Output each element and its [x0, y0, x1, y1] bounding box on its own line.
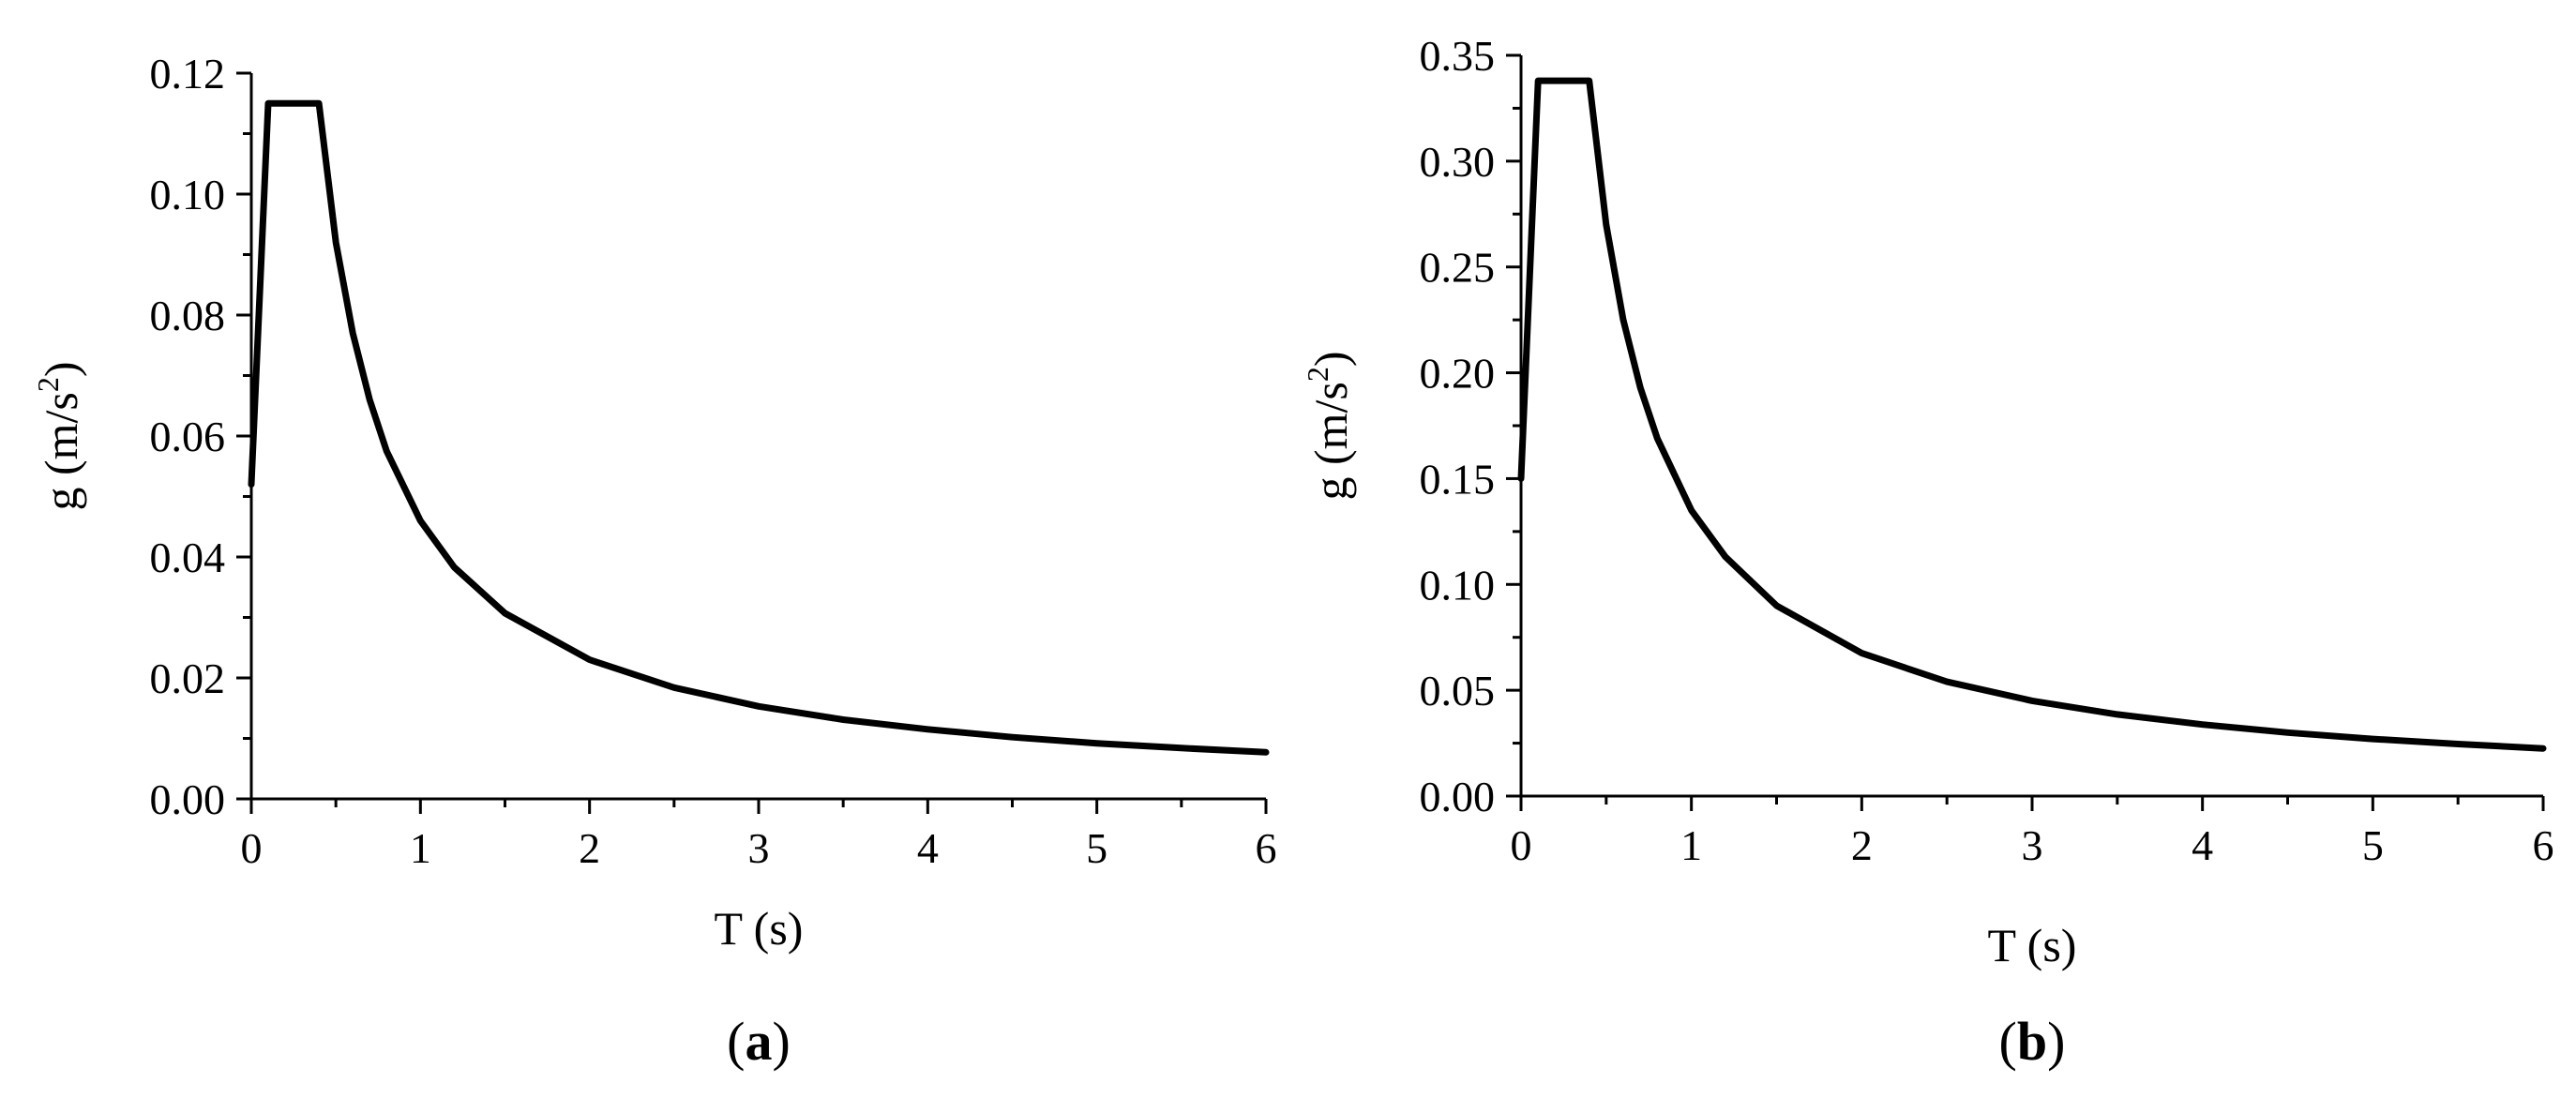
y-tick-label: 0.25 [1420, 244, 1496, 292]
x-axis-title: T (s) [1988, 919, 2077, 971]
y-tick-label: 0.15 [1420, 455, 1496, 503]
x-tick-label: 2 [1851, 821, 1873, 869]
series-line [248, 99, 1270, 756]
chart-panel-b: 0 1 2 3 4 5 6 0.00 0.05 0.10 0.15 0.20 0.25 0.30 0.35 T… [1301, 32, 2554, 1072]
x-tick-label: 4 [2192, 821, 2213, 869]
y-tick-label: 0.00 [1420, 773, 1496, 820]
x-tick-label: 0 [241, 824, 263, 872]
chart-panel-a: 0 1 2 3 4 5 6 0.00 0.02 0.04 0.06 0.08 0.10 0.12 T (s)… [31, 50, 1277, 1072]
x-tick-label: 5 [2362, 821, 2384, 869]
y-tick-label: 0.05 [1420, 667, 1496, 714]
x-tick-label: 6 [2533, 821, 2554, 869]
x-tick-label: 3 [748, 824, 770, 872]
y-tick-label: 0.35 [1420, 32, 1496, 80]
y-tick-label: 0.30 [1420, 138, 1496, 186]
y-tick-label: 0.00 [150, 775, 226, 823]
x-tick-label: 3 [2022, 821, 2043, 869]
y-axis-title-main: g (m/s [35, 392, 87, 510]
y-tick-label: 0.12 [150, 50, 226, 98]
y-axis-title: g (m/s2) [31, 361, 87, 510]
y-tick-label: 0.10 [1420, 561, 1496, 609]
panel-label-letter: a [746, 1011, 773, 1072]
x-tick-label: 0 [1511, 821, 1532, 869]
y-tick-label: 0.02 [150, 654, 226, 702]
x-tick-label: 5 [1086, 824, 1107, 872]
y-axis-title-superscript: 2 [1301, 367, 1334, 382]
x-axis-title: T (s) [715, 902, 804, 955]
x-tick-label: 4 [917, 824, 939, 872]
y-axis-title: g (m/s2) [1301, 351, 1357, 500]
y-axis-title-superscript: 2 [31, 377, 65, 392]
x-tick-label: 6 [1256, 824, 1277, 872]
y-tick-label: 0.04 [150, 534, 226, 581]
x-tick-label: 1 [410, 824, 431, 872]
x-tick-label: 2 [579, 824, 600, 872]
y-tick-label: 0.06 [150, 413, 226, 460]
y-tick-label: 0.20 [1420, 350, 1496, 398]
y-axis-title-main: g (m/s [1304, 382, 1357, 500]
y-axis-title-end: ) [35, 361, 87, 377]
panel-label: (a) [727, 1011, 791, 1072]
panel-label: (b) [1999, 1011, 2066, 1072]
panel-label-letter: b [2017, 1011, 2047, 1072]
series-line [1517, 77, 2547, 752]
y-axis-title-end: ) [1304, 351, 1357, 367]
y-tick-label: 0.10 [150, 171, 226, 218]
x-tick-label: 1 [1680, 821, 1702, 869]
y-tick-label: 0.08 [150, 292, 226, 339]
